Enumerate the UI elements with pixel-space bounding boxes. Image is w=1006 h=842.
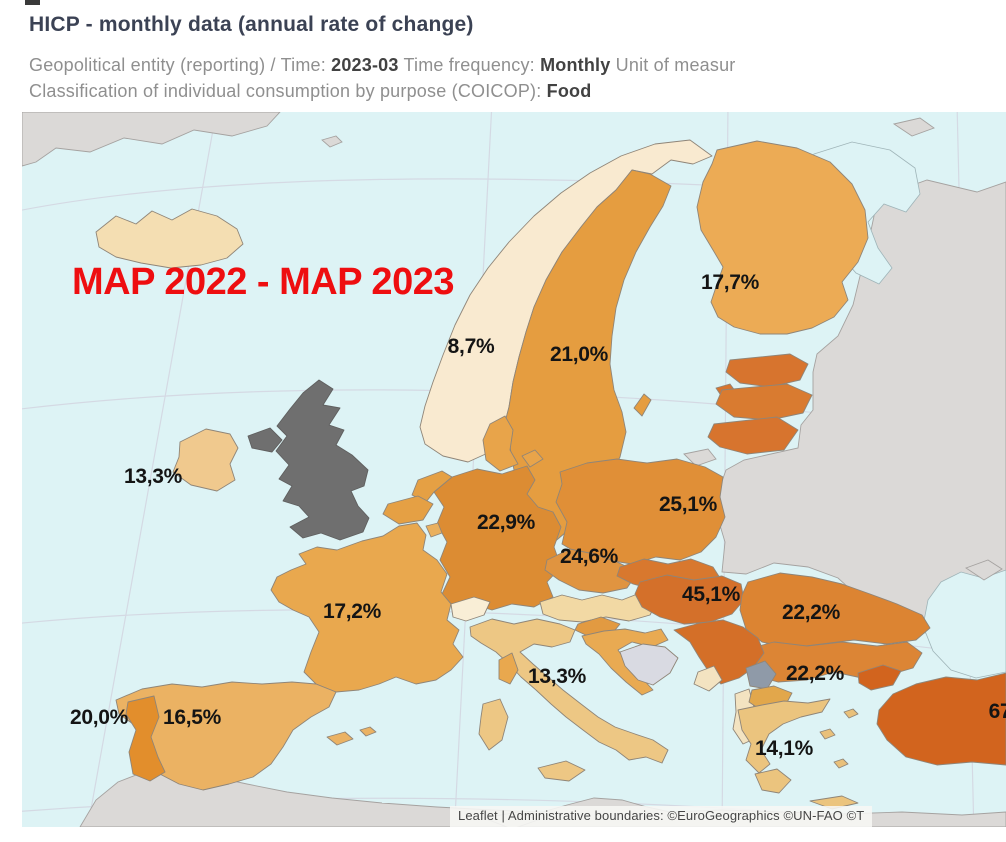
country-latvia[interactable] xyxy=(715,383,813,421)
island-peloponnese xyxy=(754,768,792,794)
country-turkey[interactable] xyxy=(876,672,1006,766)
island-balearic-2 xyxy=(359,726,377,737)
island-zealand xyxy=(521,449,544,468)
country-poland[interactable] xyxy=(555,458,726,565)
entity-label: Geopolitical entity (reporting) xyxy=(29,55,266,75)
country-france[interactable] xyxy=(270,522,464,693)
country-finland[interactable] xyxy=(696,140,869,335)
country-hungary[interactable] xyxy=(634,574,745,625)
country-switzerland[interactable] xyxy=(450,596,491,622)
white-sea-islet xyxy=(892,117,935,137)
country-belgium[interactable] xyxy=(382,495,434,525)
freq-value: Monthly xyxy=(540,55,611,75)
page-title: HICP - monthly data (annual rate of chan… xyxy=(29,13,474,36)
dimensions-line: Geopolitical entity (reporting) / Time: … xyxy=(29,55,1006,76)
island-corsica xyxy=(498,652,519,685)
coicop-line: Classification of individual consumption… xyxy=(29,81,1006,102)
country-montenegro[interactable] xyxy=(693,665,723,692)
country-united-kingdom xyxy=(275,379,370,541)
crimea xyxy=(965,559,1003,581)
svalbard-islet xyxy=(321,135,343,148)
region-northern-ireland xyxy=(247,427,283,453)
country-portugal[interactable] xyxy=(125,695,166,782)
country-kosovo xyxy=(745,660,777,690)
time-label: / Time: xyxy=(265,55,332,75)
country-czechia[interactable] xyxy=(544,548,639,594)
country-estonia[interactable] xyxy=(725,353,809,388)
map-attribution: Leaflet | Administrative boundaries: ©Eu… xyxy=(450,806,873,827)
country-italy[interactable] xyxy=(469,618,669,764)
island-sicily xyxy=(537,760,586,782)
kaliningrad xyxy=(683,448,717,467)
coicop-label: Classification of individual consumption… xyxy=(29,81,547,101)
island-balearic-1 xyxy=(326,731,354,746)
island-aegean-2 xyxy=(843,708,859,719)
choropleth-map[interactable]: 17,7% 8,7% 21,0% 13,3% 25,1% 22,9% 24,6% 45,1% 1… xyxy=(22,112,1006,827)
europe-map-svg xyxy=(22,112,1006,827)
black-sea xyxy=(922,569,1006,679)
map-annotation: MAP 2022 - MAP 2023 xyxy=(72,261,454,303)
country-netherlands[interactable] xyxy=(411,470,453,503)
island-aegean-1 xyxy=(819,728,836,740)
country-lithuania[interactable] xyxy=(707,416,799,455)
freq-label: Time frequency: xyxy=(398,55,541,75)
country-turkey-thrace[interactable] xyxy=(857,664,902,691)
time-value: 2023-03 xyxy=(331,55,399,75)
unit-label: Unit of measur xyxy=(610,55,736,75)
island-aegean-3 xyxy=(833,758,849,769)
country-greece[interactable] xyxy=(737,698,831,774)
island-sardinia xyxy=(478,698,509,751)
country-greenland xyxy=(22,112,281,167)
island-gotland xyxy=(633,393,652,417)
country-ireland[interactable] xyxy=(172,428,239,492)
country-bosnia xyxy=(619,643,679,686)
coicop-value: Food xyxy=(546,81,592,101)
cropped-icon-fragment xyxy=(25,0,40,5)
country-luxembourg[interactable] xyxy=(425,522,443,538)
country-denmark[interactable] xyxy=(482,415,519,472)
country-romania[interactable] xyxy=(739,572,931,649)
country-iceland[interactable] xyxy=(95,208,244,269)
